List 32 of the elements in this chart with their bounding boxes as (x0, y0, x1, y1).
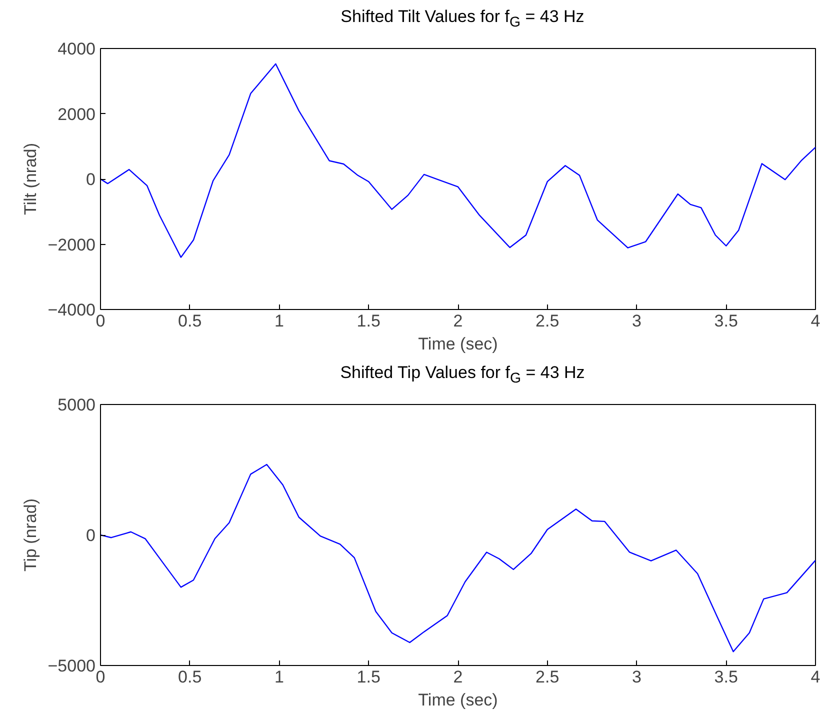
x-tick-label: 1 (274, 668, 284, 686)
chart-title: Shifted Tilt Values for f$_{G}$ = 43 Hz (340, 6, 584, 32)
y-tick-label: −2000 (48, 235, 96, 254)
y-tick-label: 0 (86, 170, 96, 189)
x-tick-label: 3 (632, 312, 642, 330)
x-axis-title: Time (sec) (418, 334, 498, 354)
x-tick-label: 0.5 (178, 668, 202, 686)
x-tick-label: 1.5 (356, 668, 380, 686)
x-tick-label: 4 (810, 668, 820, 686)
x-axis-title: Time (sec) (418, 690, 498, 710)
x-tick-label: 0.5 (178, 312, 202, 330)
y-tick-label: 5000 (58, 396, 96, 414)
x-tick-label: 1 (274, 312, 284, 330)
x-tick-label: 2 (453, 668, 463, 686)
x-tick-label: 2.5 (536, 312, 560, 330)
line-series (100, 464, 816, 652)
x-tick-label: 3.5 (714, 312, 738, 330)
y-tick-label: 2000 (58, 104, 96, 124)
y-tick-label: −5000 (48, 656, 96, 676)
x-tick-label: 3 (632, 668, 642, 686)
x-tick-label: 2 (453, 312, 463, 330)
x-tick-label: 3.5 (714, 668, 738, 686)
y-tick-label: 0 (86, 526, 96, 545)
x-tick-label: 2.5 (536, 668, 560, 686)
y-tick-label: 4000 (58, 40, 96, 58)
y-axis-title: Tip (nrad) (20, 498, 40, 572)
x-tick-label: 1.5 (356, 312, 380, 330)
x-tick-label: 4 (810, 312, 820, 330)
chart-title: Shifted Tip Values for f$_{G}$ = 43 Hz (340, 362, 585, 388)
y-tick-label: −4000 (48, 300, 96, 320)
line-series (100, 63, 816, 258)
y-axis-title: Tilt (nrad) (20, 142, 40, 216)
